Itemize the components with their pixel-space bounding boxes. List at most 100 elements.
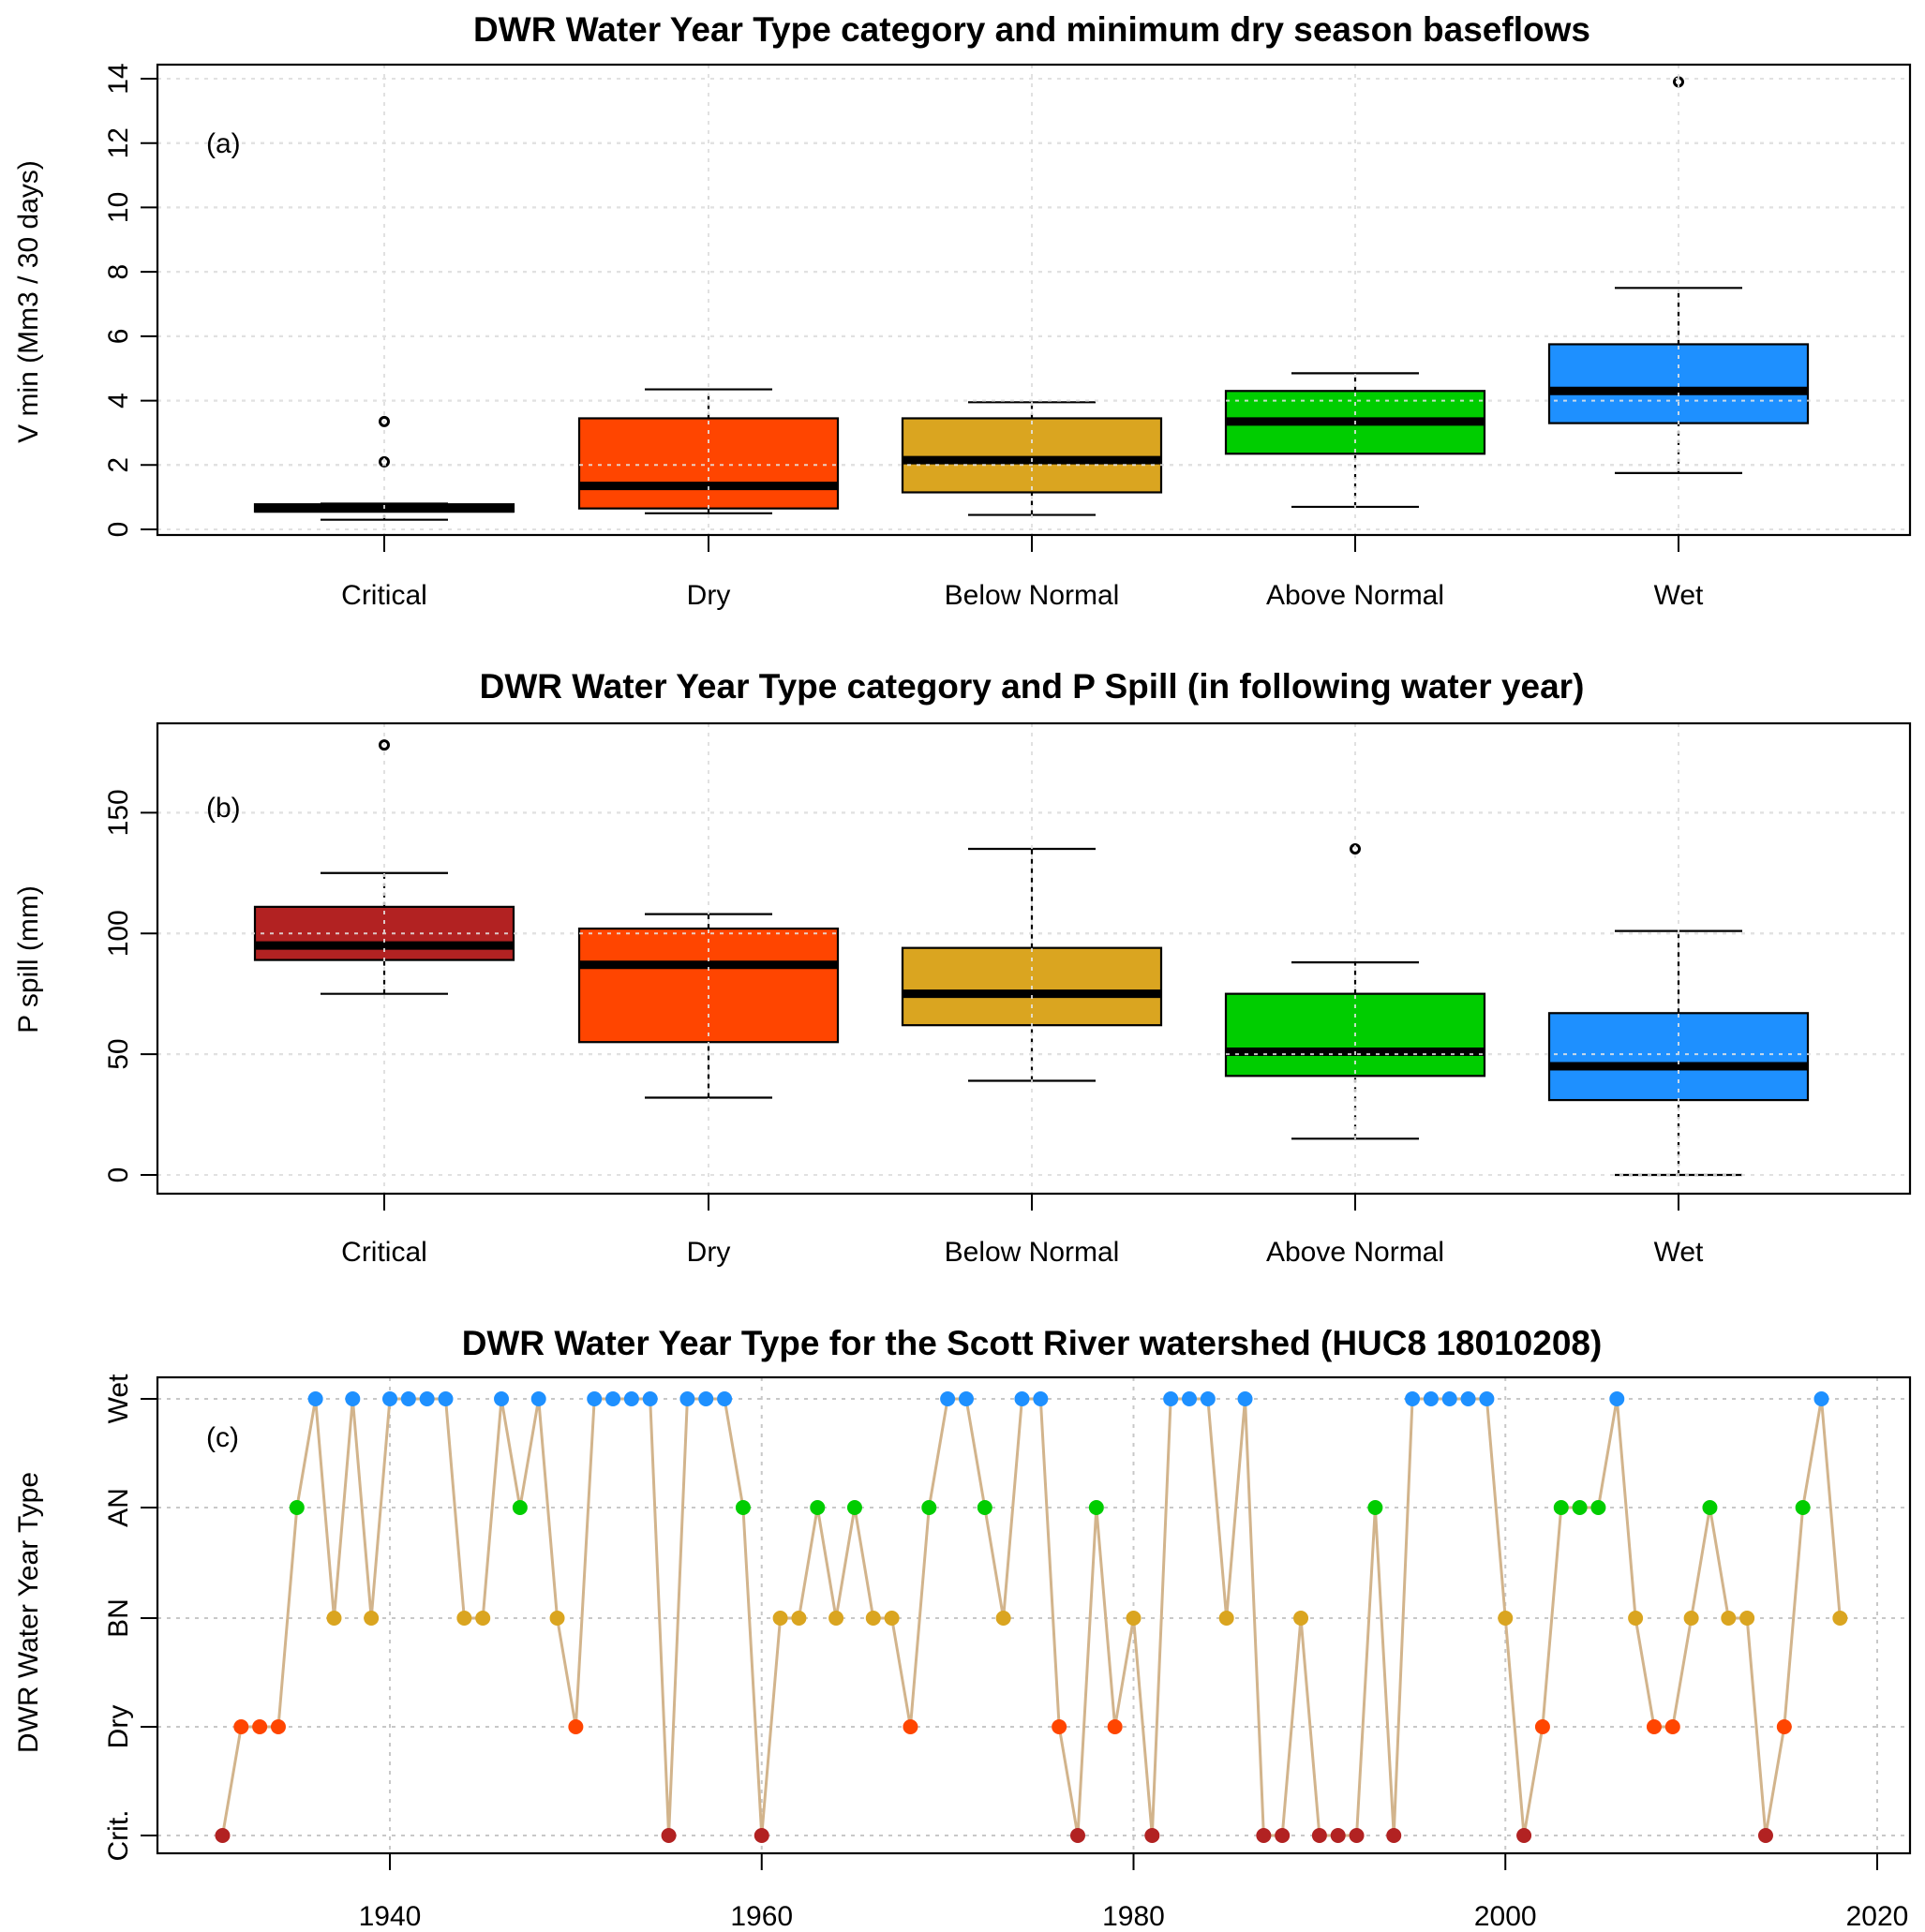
point-1931 [215,1828,231,1843]
outlier-point [379,415,390,427]
point-1957 [698,1391,714,1406]
point-1953 [623,1391,639,1406]
point-1951 [587,1391,603,1406]
point-1984 [1200,1391,1216,1406]
panel-b-ylabel: P spill (mm) [13,885,44,1033]
point-2008 [1646,1719,1662,1734]
y-tick-label: 4 [103,393,134,409]
point-1952 [605,1391,621,1406]
point-1977 [1069,1828,1085,1843]
outlier-point [379,455,390,468]
point-1973 [995,1611,1011,1626]
y-tick-label: 14 [103,63,134,94]
point-1999 [1479,1391,1495,1406]
point-2005 [1590,1500,1606,1515]
point-1992 [1349,1828,1365,1843]
panel-b-title: DWR Water Year Type category and P Spill… [480,667,1585,706]
panel-a-ylabel: V min (Mm3 / 30 days) [13,160,44,443]
point-1981 [1144,1828,1160,1843]
panel-c-x-axis: 1940 1960 1980 2000 2020 [359,1853,1908,1932]
x-tick-label-critical: Critical [341,580,427,611]
point-1974 [1014,1391,1030,1406]
point-1976 [1052,1719,1067,1734]
point-2004 [1572,1500,1588,1515]
point-2017 [1813,1391,1829,1406]
x-tick-label-above-normal: Above Normal [1266,580,1444,611]
panel-a-y-axis: 0 2 4 6 8 10 12 14 [103,63,157,537]
point-2000 [1498,1611,1514,1626]
point-2003 [1553,1500,1569,1515]
point-1982 [1163,1391,1179,1406]
y-tick-label-crit: Crit. [103,1810,134,1862]
point-1961 [772,1611,788,1626]
y-tick-label: 0 [103,522,134,538]
point-1947 [512,1500,528,1515]
point-1955 [661,1828,677,1843]
point-1979 [1107,1719,1123,1734]
point-2018 [1832,1611,1848,1626]
x-tick-label-wet: Wet [1654,1237,1704,1268]
point-1958 [717,1391,733,1406]
panel-b-label: (b) [206,793,241,824]
point-1935 [289,1500,305,1515]
panel-c-frame [156,1375,1912,1855]
point-1978 [1088,1500,1104,1515]
panel-c: DWR Water Year Type for the Scott River … [13,1324,1912,1932]
panel-a-frame [156,63,1912,537]
point-2009 [1664,1719,1680,1734]
point-1968 [903,1719,918,1734]
y-tick-label-bn: BN [103,1598,134,1638]
point-1970 [940,1391,956,1406]
panel-b-x-axis: Critical Dry Below Normal Above Normal Wet [341,1194,1704,1268]
point-1972 [977,1500,992,1515]
point-1998 [1460,1391,1476,1406]
point-1985 [1218,1611,1234,1626]
panel-a-x-axis: Critical Dry Below Normal Above Normal Wet [341,535,1704,611]
y-tick-label: 6 [103,329,134,345]
y-tick-label-wet: Wet [103,1374,134,1423]
point-1989 [1293,1611,1309,1626]
panel-c-y-axis: Crit. Dry BN AN Wet [103,1374,157,1862]
point-1939 [364,1611,380,1626]
point-1964 [828,1611,844,1626]
point-1941 [400,1391,416,1406]
point-1946 [494,1391,510,1406]
point-1933 [252,1719,268,1734]
x-tick-label-below-normal: Below Normal [945,1237,1120,1268]
x-tick-label: 1960 [730,1901,793,1932]
point-1938 [345,1391,361,1406]
point-1983 [1182,1391,1198,1406]
point-2015 [1776,1719,1792,1734]
point-2014 [1757,1828,1773,1843]
point-1965 [846,1500,862,1515]
point-1950 [568,1719,584,1734]
point-2013 [1739,1611,1755,1626]
grid-overlay [157,65,1910,535]
panel-a: DWR Water Year Type category and minimum… [13,10,1912,611]
box-body [1547,1012,1810,1102]
point-2002 [1534,1719,1550,1734]
panel-b-y-axis: 0 50 100 150 [103,789,157,1182]
point-1934 [270,1719,286,1734]
panel-c-label: (c) [206,1422,239,1453]
point-1969 [921,1500,937,1515]
x-tick-label: 1980 [1102,1901,1165,1932]
point-1995 [1405,1391,1421,1406]
point-1980 [1126,1611,1142,1626]
point-1945 [475,1611,491,1626]
y-tick-label: 12 [103,127,134,158]
x-tick-label-above-normal: Above Normal [1266,1237,1444,1268]
point-1971 [958,1391,974,1406]
y-tick-label: 0 [103,1167,134,1183]
panel-b-frame [156,721,1912,1196]
y-tick-label: 100 [103,910,134,957]
box-body [577,417,840,510]
point-1948 [530,1391,546,1406]
x-tick-label-dry: Dry [687,580,731,611]
panel-b: DWR Water Year Type category and P Spill… [13,667,1912,1268]
point-2011 [1702,1500,1718,1515]
panel-a-boxes [157,65,1910,535]
point-2007 [1628,1611,1644,1626]
point-1996 [1423,1391,1439,1406]
series-line [220,1397,1842,1837]
